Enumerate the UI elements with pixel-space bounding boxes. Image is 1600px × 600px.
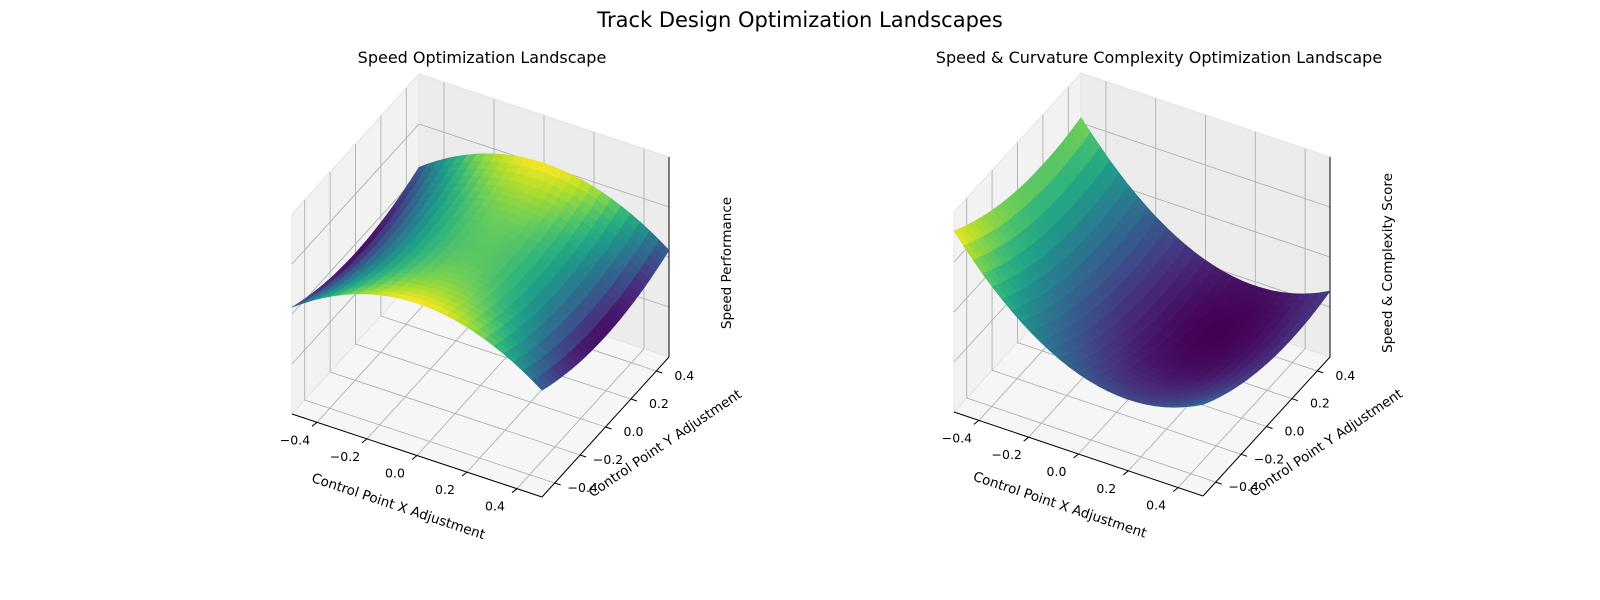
x-tick [511,488,518,494]
y-tick [554,482,561,486]
panel-title: Speed Optimization Landscape [358,48,607,67]
x-tick-label: 0.4 [1146,498,1166,513]
x-tick [973,420,980,425]
y-tick-label: −0.2 [1254,451,1284,466]
y-tick [630,398,638,402]
gridline-x [1177,148,1306,488]
x-tick-label: −0.2 [992,447,1022,462]
x-tick-label: 0.2 [435,482,455,497]
x-tick [461,471,468,477]
y-tick-label: 0.4 [674,368,694,383]
y-tick-label: −0.2 [593,452,623,467]
y-tick [1215,481,1222,485]
y-tick-label: 0.0 [1285,424,1305,439]
surface [291,153,670,391]
x-tick [1172,487,1179,492]
x-tick-label: 0.0 [385,466,405,481]
y-tick [1240,453,1248,457]
x-tick-label: −0.4 [280,432,310,447]
x-tick-label: 0.0 [1047,464,1067,479]
gridline-x [516,148,645,490]
ticks: −0.4−0.20.00.20.4−0.4−0.20.00.20.4 [280,368,694,514]
surface-patch [1193,402,1209,407]
y-tick-label: −0.4 [568,480,598,495]
gridline-y [355,144,606,428]
z-axis-label: Speed & Complexity Score [1380,173,1396,353]
gridline-y [966,198,1216,483]
z-axis-label: Speed Performance [719,197,735,329]
ticks: −0.4−0.20.00.20.4−0.4−0.20.00.20.4 [942,368,1356,513]
y-tick [579,454,587,458]
x-tick [1073,453,1079,459]
figure-title: Track Design Optimization Landscapes [597,8,1003,32]
y-tick [1266,426,1273,429]
x-tick [1122,470,1129,476]
x-tick-label: −0.2 [330,449,360,464]
y-tick-label: 0.0 [624,424,644,439]
x-tick-label: −0.4 [942,430,972,445]
gridline-z [291,123,670,265]
x-tick [411,455,418,460]
y-tick-label: −0.4 [1229,479,1259,494]
panel-title: Speed & Curvature Complexity Optimizatio… [936,48,1382,67]
surface-patch [531,376,548,391]
surface [953,116,1331,408]
y-tick [605,426,612,430]
x-tick [1023,436,1030,442]
y-tick [1317,370,1324,374]
gridline-y [304,200,555,484]
x-tick-label: 0.2 [1096,481,1116,496]
y-tick-label: 0.2 [1310,396,1330,411]
y-tick [656,370,663,374]
y-tick [1291,398,1299,402]
x-axis-label: Control Point X Adjustment [971,469,1149,542]
x-tick [311,421,318,427]
y-tick-label: 0.2 [649,396,669,411]
y-tick-label: 0.4 [1335,368,1355,383]
x-tick [361,438,368,444]
x-tick-label: 0.4 [485,499,505,514]
gridline-y [329,172,581,456]
